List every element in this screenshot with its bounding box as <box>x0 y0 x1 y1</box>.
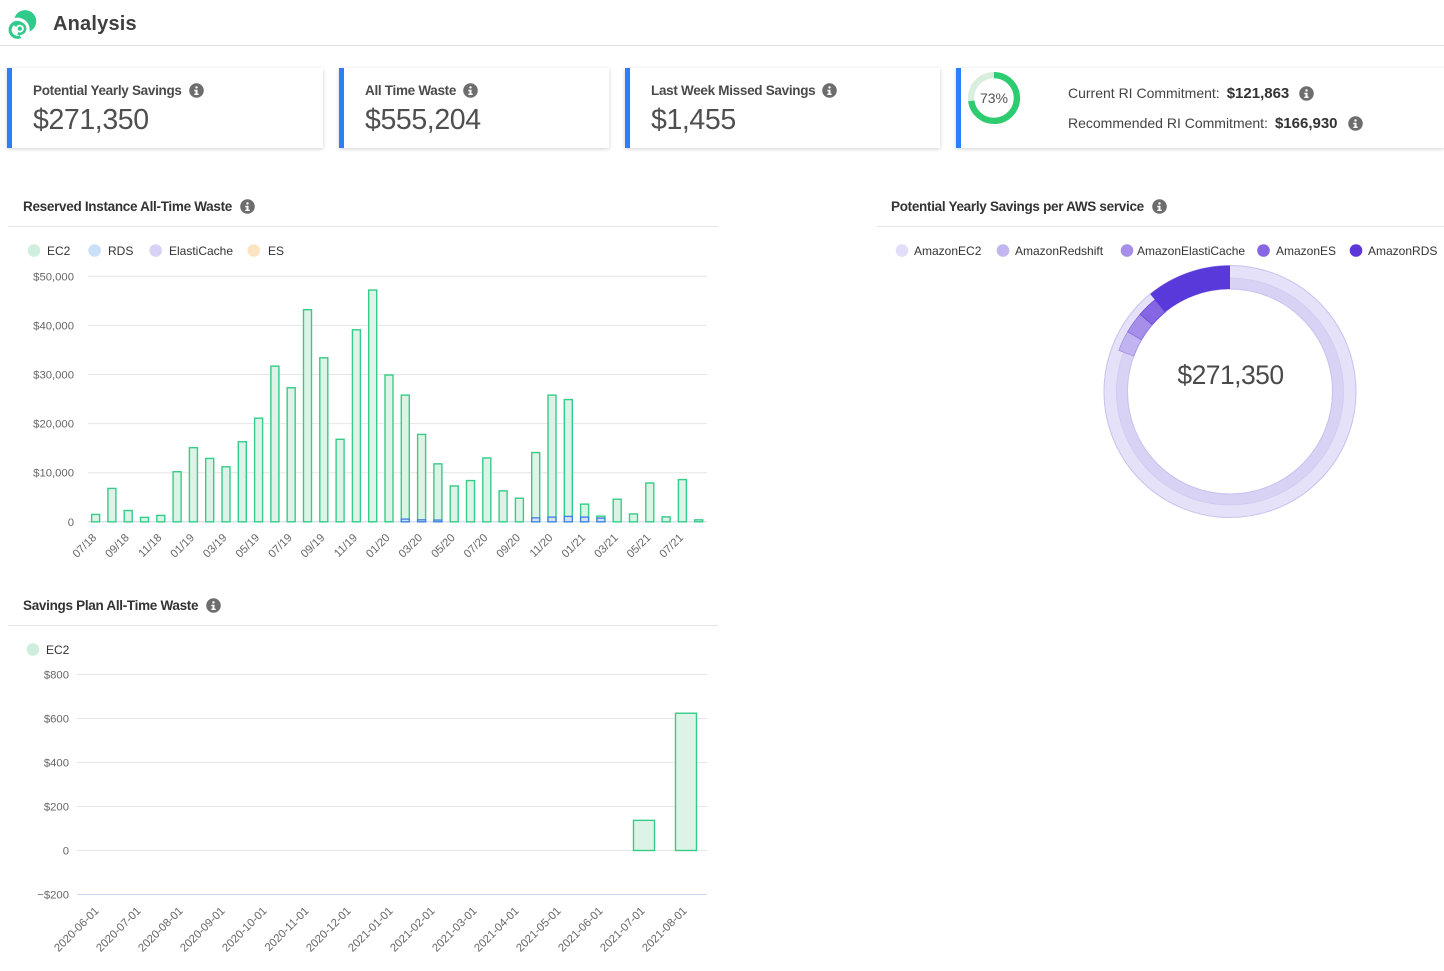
svg-text:11/19: 11/19 <box>332 532 360 560</box>
svg-text:RDS: RDS <box>108 244 133 258</box>
svg-text:03/19: 03/19 <box>201 532 229 560</box>
svg-text:$271,350: $271,350 <box>1177 360 1283 390</box>
svg-text:05/20: 05/20 <box>429 532 457 560</box>
svg-text:$20,000: $20,000 <box>33 419 74 431</box>
svg-text:$200: $200 <box>44 802 69 814</box>
svg-text:$50,000: $50,000 <box>33 271 74 283</box>
svg-text:AmazonEC2: AmazonEC2 <box>914 244 982 258</box>
svg-text:$40,000: $40,000 <box>33 320 74 332</box>
svg-text:03/21: 03/21 <box>592 532 620 560</box>
svg-text:07/19: 07/19 <box>266 532 294 560</box>
svg-text:$800: $800 <box>44 670 69 682</box>
svg-text:07/18: 07/18 <box>71 532 99 560</box>
svg-text:09/20: 09/20 <box>495 532 523 560</box>
svg-text:$600: $600 <box>44 714 69 726</box>
svg-text:AmazonRedshift: AmazonRedshift <box>1015 244 1104 258</box>
svg-text:73%: 73% <box>980 90 1008 106</box>
svg-text:2021-08-01: 2021-08-01 <box>640 905 689 954</box>
svg-text:11/18: 11/18 <box>137 532 165 560</box>
svg-text:$400: $400 <box>44 758 69 770</box>
svg-text:0: 0 <box>63 846 69 858</box>
svg-text:01/19: 01/19 <box>169 532 197 560</box>
svg-text:AmazonES: AmazonES <box>1276 244 1336 258</box>
svg-text:07/21: 07/21 <box>658 532 686 560</box>
svg-text:$30,000: $30,000 <box>33 370 74 382</box>
svg-text:01/20: 01/20 <box>364 532 392 560</box>
svg-text:−$200: −$200 <box>37 890 69 902</box>
svg-text:AmazonElastiCache: AmazonElastiCache <box>1137 244 1245 258</box>
svg-text:0: 0 <box>68 517 74 529</box>
svg-text:05/19: 05/19 <box>234 532 262 560</box>
svg-text:EC2: EC2 <box>46 643 70 657</box>
svg-text:ElastiCache: ElastiCache <box>169 244 233 258</box>
svg-text:2020-10-01: 2020-10-01 <box>220 905 269 954</box>
svg-text:09/19: 09/19 <box>299 532 327 560</box>
svg-text:AmazonRDS: AmazonRDS <box>1368 244 1437 258</box>
svg-text:09/18: 09/18 <box>103 532 131 560</box>
svg-text:01/21: 01/21 <box>560 532 588 560</box>
svg-text:05/21: 05/21 <box>625 532 653 560</box>
svg-text:EC2: EC2 <box>47 244 71 258</box>
svg-text:$10,000: $10,000 <box>33 468 74 480</box>
svg-text:07/20: 07/20 <box>462 532 490 560</box>
svg-text:ES: ES <box>268 244 284 258</box>
svg-text:03/20: 03/20 <box>397 532 425 560</box>
svg-text:11/20: 11/20 <box>528 532 556 560</box>
